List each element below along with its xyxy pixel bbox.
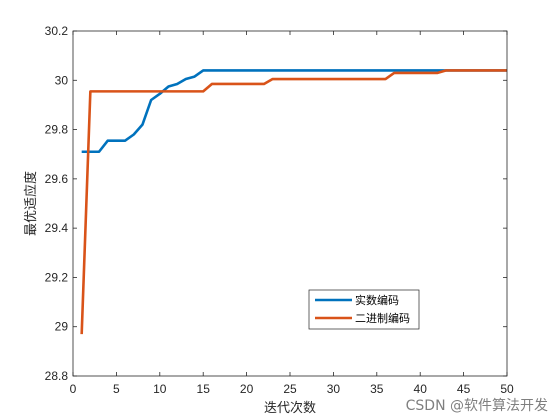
x-tick-label: 25 [283, 382, 297, 396]
y-tick-label: 29.4 [45, 221, 69, 235]
x-tick-label: 50 [500, 382, 514, 396]
legend-box [308, 289, 420, 330]
x-tick-label: 30 [327, 382, 341, 396]
x-axis-label: 迭代次数 [264, 400, 316, 416]
x-tick-label: 5 [113, 382, 120, 396]
y-tick-label: 29.2 [45, 270, 69, 284]
legend-label-binary: 二进制编码 [355, 311, 410, 325]
y-tick-label: 29 [55, 320, 69, 334]
y-axis-label: 最优适应度 [23, 171, 39, 236]
y-tick-label: 29.8 [45, 123, 69, 137]
x-tick-label: 0 [70, 382, 77, 396]
x-tick-label: 10 [153, 382, 167, 396]
series-layer [80, 69, 507, 335]
y-tick-label: 30.2 [45, 24, 69, 38]
series-line-real [81, 69, 507, 154]
x-tick-label: 15 [197, 382, 211, 396]
y-tick-label: 29.6 [45, 172, 69, 186]
legend: 实数编码 二进制编码 [308, 289, 420, 330]
legend-label-real: 实数编码 [355, 293, 399, 307]
plot-area [73, 31, 507, 376]
x-tick-label: 20 [240, 382, 254, 396]
y-tick-label: 28.8 [45, 369, 69, 383]
x-tick-label: 35 [370, 382, 384, 396]
watermark: CSDN @软件算法开发 [406, 398, 548, 414]
y-tick-label: 30 [55, 73, 69, 87]
tick-layer: 0 5 10 15 20 25 30 35 40 45 50 28.8 29 29.2 29.4 29.6 29… [45, 24, 514, 396]
series-line-binary [80, 69, 507, 335]
x-tick-label: 45 [457, 382, 471, 396]
x-tick-label: 40 [414, 382, 428, 396]
